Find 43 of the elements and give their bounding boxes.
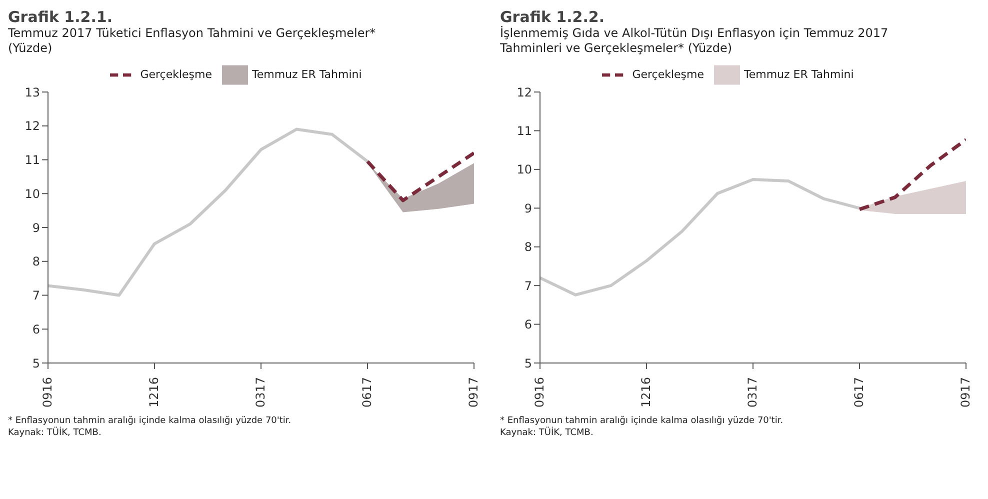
x-tick-label: 1216 bbox=[146, 377, 161, 408]
y-tick-label: 6 bbox=[524, 318, 532, 332]
x-tick-label: 0617 bbox=[852, 377, 866, 408]
text: * Enflasyonun tahmin aralığı içinde kalma olasılığı yüzde 70'tir. bbox=[500, 415, 784, 426]
y-tick-label: 11 bbox=[516, 124, 532, 138]
chart-title: Grafik 1.2.1. bbox=[8, 8, 114, 26]
x-tick-label: 0317 bbox=[745, 377, 760, 408]
legend-label: Gerçekleşme bbox=[140, 68, 212, 82]
x-tick-label: 0916 bbox=[532, 377, 546, 408]
y-tick-label: 12 bbox=[24, 119, 40, 134]
line-series bbox=[366, 151, 474, 202]
x-tick-label: 0917 bbox=[466, 377, 480, 408]
y-tick-label: 7 bbox=[32, 288, 40, 303]
text: Kaynak: TÜİK, TCMB. bbox=[500, 427, 594, 439]
text: * Enflasyonun tahmin aralığı içinde kalma olasılığı yüzde 70'tir. bbox=[8, 415, 292, 426]
line-series bbox=[48, 128, 369, 297]
y-tick-label: 6 bbox=[32, 322, 40, 336]
legend-label: Gerçekleşme bbox=[632, 68, 704, 82]
legend-label: Temmuz ER Tahmini bbox=[252, 68, 362, 82]
y-tick-label: 13 bbox=[24, 85, 40, 100]
x-tick-label: 1216 bbox=[638, 377, 653, 408]
y-tick-label: 7 bbox=[524, 278, 532, 293]
x-tick-label: 0916 bbox=[40, 377, 54, 408]
x-tick-label: 0917 bbox=[958, 377, 972, 408]
y-tick-label: 9 bbox=[32, 220, 40, 235]
chart-subtitle: Temmuz 2017 Tüketici Enflasyon Tahmini ve Gerçekleşmeler* (Yüzde) bbox=[8, 26, 377, 57]
y-tick-label: 10 bbox=[24, 186, 40, 201]
line-series bbox=[858, 138, 966, 212]
chart-title: Grafik 1.2.2. bbox=[500, 8, 606, 26]
x-tick-label: 0317 bbox=[253, 377, 268, 408]
y-tick-label: 12 bbox=[516, 85, 532, 100]
y-tick-label: 5 bbox=[524, 356, 532, 370]
y-tick-label: 8 bbox=[524, 240, 532, 254]
y-tick-label: 11 bbox=[24, 153, 40, 168]
y-tick-label: 10 bbox=[516, 162, 532, 177]
legend-label: Temmuz ER Tahmini bbox=[744, 68, 854, 82]
chart-subtitle: İşlenmemiş Gıda ve Alkol-Tütün Dışı Enflasyon için Temmuz 2017 Tahminleri ve Gerçekleşmeler* (Yüzde) bbox=[500, 26, 890, 57]
y-tick-label: 9 bbox=[524, 201, 532, 216]
text: Kaynak: TÜİK, TCMB. bbox=[8, 427, 102, 439]
y-tick-label: 5 bbox=[32, 356, 40, 370]
y-tick-label: 8 bbox=[32, 254, 40, 269]
line-series bbox=[540, 178, 861, 296]
x-tick-label: 0617 bbox=[360, 377, 374, 408]
